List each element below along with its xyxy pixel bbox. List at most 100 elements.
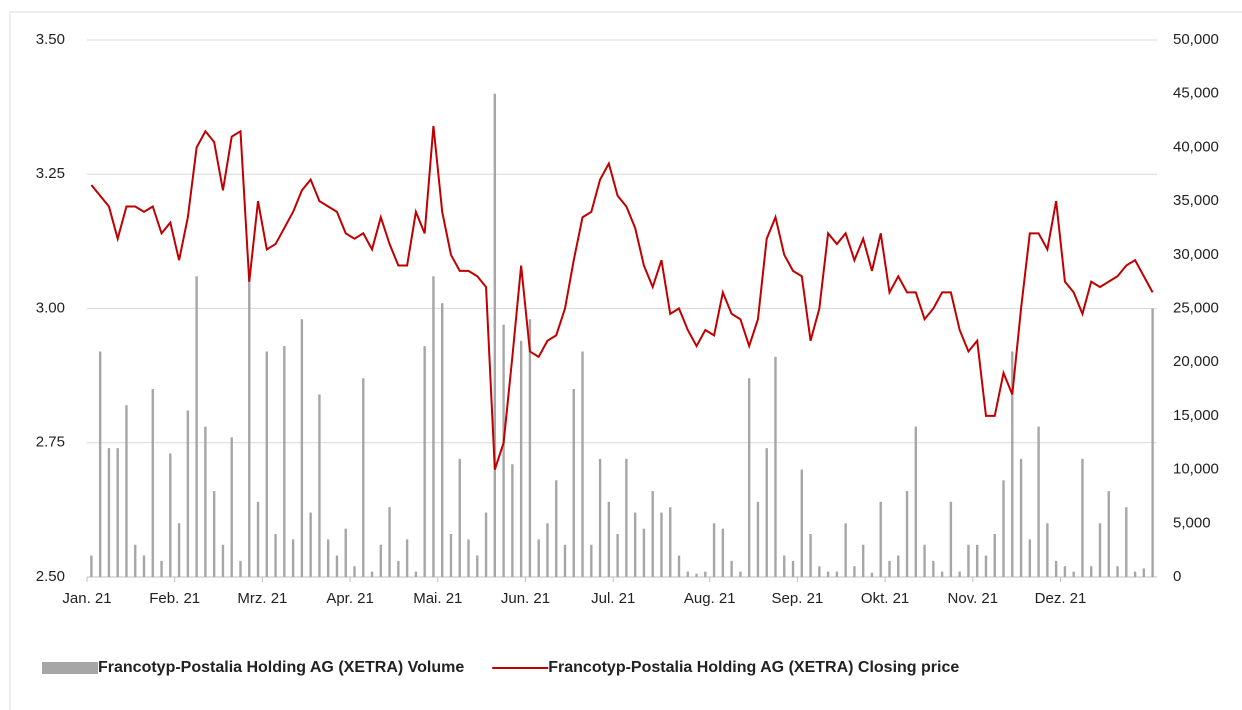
volume-bar bbox=[967, 544, 970, 577]
volume-bar bbox=[177, 523, 181, 577]
volume-bar bbox=[546, 523, 549, 577]
legend-label: Francotyp-Postalia Holding AG (XETRA) Vo… bbox=[98, 659, 464, 676]
volume-bar bbox=[1142, 568, 1146, 577]
volume-bar bbox=[572, 389, 575, 577]
volume-bar bbox=[598, 458, 602, 577]
volume-bar bbox=[1116, 566, 1119, 577]
volume-bar bbox=[660, 512, 663, 577]
volume-bar bbox=[940, 571, 944, 577]
x-tick-label: Mrz. 21 bbox=[237, 590, 287, 607]
volume-bar bbox=[651, 491, 654, 577]
volume-bar bbox=[1107, 491, 1110, 577]
volume-bar bbox=[677, 555, 681, 577]
volume-bar bbox=[125, 405, 128, 577]
volume-bar bbox=[1081, 458, 1084, 577]
volume-bar bbox=[1133, 571, 1137, 577]
volume-bar bbox=[1028, 539, 1032, 577]
y2-tick-label: 0 bbox=[1173, 568, 1181, 585]
volume-bar bbox=[747, 378, 751, 577]
x-tick-label: Dez. 21 bbox=[1035, 590, 1087, 607]
volume-bar bbox=[590, 544, 593, 577]
x-tick-label: Jan. 21 bbox=[62, 590, 111, 607]
y2-tick-label: 45,000 bbox=[1173, 85, 1219, 102]
volume-bar bbox=[669, 507, 672, 577]
volume-bar bbox=[949, 501, 953, 577]
volume-bar bbox=[528, 319, 532, 577]
volume-bar bbox=[493, 93, 497, 577]
y2-tick-label: 10,000 bbox=[1173, 461, 1219, 478]
volume-bar bbox=[1125, 507, 1128, 577]
volume-bar bbox=[212, 491, 216, 577]
x-tick-label: Nov. 21 bbox=[948, 590, 999, 607]
volume-bar bbox=[1054, 560, 1058, 577]
volume-bar bbox=[265, 351, 268, 577]
volume-bar bbox=[1072, 571, 1075, 577]
volume-bar bbox=[142, 555, 146, 577]
volume-bar bbox=[695, 573, 698, 577]
volume-bar bbox=[1037, 426, 1040, 577]
volume-bar bbox=[370, 571, 374, 577]
volume-bar bbox=[458, 458, 461, 577]
volume-bar bbox=[151, 389, 154, 577]
volume-bar bbox=[441, 303, 444, 577]
volume-bar bbox=[230, 437, 233, 577]
volume-bar bbox=[239, 560, 242, 577]
volume-bar bbox=[607, 501, 611, 577]
volume-bar bbox=[256, 501, 260, 577]
volume-bar bbox=[826, 571, 830, 577]
volume-bar bbox=[1011, 351, 1014, 577]
y-tick-label: 3.25 bbox=[36, 165, 65, 182]
volume-bar bbox=[169, 453, 172, 577]
volume-bar bbox=[581, 351, 584, 577]
volume-bar bbox=[976, 544, 979, 577]
legend-swatch bbox=[42, 662, 98, 674]
volume-bar bbox=[502, 324, 505, 577]
x-tick-label: Jun. 21 bbox=[501, 590, 550, 607]
volume-bar bbox=[914, 426, 918, 577]
volume-bar bbox=[291, 539, 295, 577]
volume-bar bbox=[932, 560, 935, 577]
volume-bar bbox=[379, 544, 383, 577]
volume-bar bbox=[186, 410, 190, 577]
volume-bar bbox=[1002, 480, 1005, 577]
y-tick-label: 2.50 bbox=[36, 568, 65, 585]
volume-bar bbox=[388, 507, 391, 577]
volume-bar bbox=[519, 340, 523, 577]
volume-bar bbox=[791, 560, 795, 577]
volume-bar bbox=[756, 501, 760, 577]
x-tick-label: Sep. 21 bbox=[772, 590, 824, 607]
volume-bar bbox=[274, 534, 277, 577]
volume-bar bbox=[888, 560, 891, 577]
y-tick-label: 2.75 bbox=[36, 434, 65, 451]
volume-bar bbox=[98, 351, 102, 577]
volume-bar bbox=[861, 544, 865, 577]
volume-bar bbox=[984, 555, 988, 577]
volume-bar bbox=[318, 394, 321, 577]
volume-bar bbox=[248, 270, 251, 577]
volume-bar bbox=[1019, 458, 1023, 577]
x-tick-label: Feb. 21 bbox=[149, 590, 200, 607]
volume-bar bbox=[326, 539, 330, 577]
volume-bar bbox=[739, 571, 742, 577]
volume-bar bbox=[476, 555, 479, 577]
volume-bar bbox=[511, 464, 514, 577]
x-tick-label: Okt. 21 bbox=[861, 590, 909, 607]
volume-bar bbox=[353, 566, 356, 577]
volume-bar bbox=[712, 523, 716, 577]
y-tick-label: 3.50 bbox=[36, 31, 65, 48]
volume-bar bbox=[800, 469, 803, 577]
x-tick-label: Aug. 21 bbox=[684, 590, 736, 607]
y2-tick-label: 40,000 bbox=[1173, 138, 1219, 155]
volume-bar bbox=[1090, 566, 1093, 577]
volume-bar bbox=[765, 448, 768, 577]
volume-bar bbox=[309, 512, 312, 577]
volume-bar bbox=[335, 555, 339, 577]
x-tick-label: Mai. 21 bbox=[413, 590, 462, 607]
legend-label: Francotyp-Postalia Holding AG (XETRA) Cl… bbox=[548, 659, 959, 676]
y2-tick-label: 30,000 bbox=[1173, 246, 1219, 263]
volume-bar bbox=[923, 544, 926, 577]
y2-tick-label: 25,000 bbox=[1173, 299, 1219, 316]
volume-bar bbox=[704, 571, 707, 577]
x-tick-label: Apr. 21 bbox=[326, 590, 374, 607]
